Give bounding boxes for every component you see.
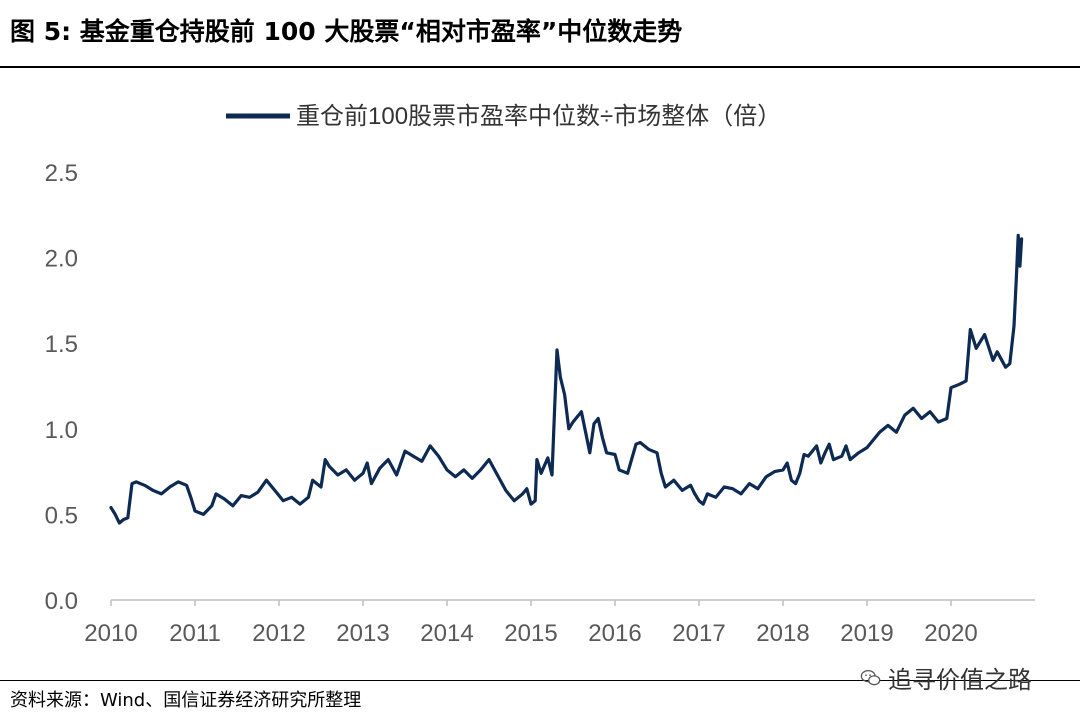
x-tick-label: 2018 xyxy=(756,620,809,647)
footer-divider xyxy=(0,680,1080,681)
legend: 重仓前100股票市盈率中位数÷市场整体（倍） xyxy=(226,103,781,130)
y-ticks: 0.0 0.5 1.0 1.5 2.0 2.5 xyxy=(45,160,78,615)
watermark: 追寻价值之路 xyxy=(860,660,1032,695)
x-tick-label: 2016 xyxy=(588,620,641,647)
chart: 重仓前100股票市盈率中位数÷市场整体（倍） 2010 2011 2012 2013 2… xyxy=(45,103,1035,647)
x-ticks: 2010 2011 2012 2013 2014 2015 2016 2017 2018 2019… xyxy=(84,600,978,647)
x-tick-label: 2017 xyxy=(672,620,725,647)
wechat-icon xyxy=(860,669,881,685)
y-tick-label: 2.0 xyxy=(45,246,78,273)
series-layer xyxy=(109,233,1024,525)
x-tick-label: 2019 xyxy=(840,620,893,647)
x-tick-label: 2010 xyxy=(84,620,137,647)
x-tick-label: 2012 xyxy=(252,620,305,647)
y-tick-label: 0.5 xyxy=(45,502,78,529)
title-divider xyxy=(0,66,1080,68)
figure-title: 图 5: 基金重仓持股前 100 大股票“相对市盈率”中位数走势 xyxy=(10,17,683,46)
x-tick-label: 2013 xyxy=(336,620,389,647)
y-tick-label: 1.0 xyxy=(45,417,78,444)
legend-label: 重仓前100股票市盈率中位数÷市场整体（倍） xyxy=(296,103,781,130)
series-line xyxy=(109,233,1024,525)
y-tick-label: 1.5 xyxy=(45,331,78,358)
x-tick-label: 2011 xyxy=(169,620,221,647)
watermark-text: 追寻价值之路 xyxy=(888,666,1032,694)
x-tick-label: 2014 xyxy=(420,620,473,647)
x-tick-label: 2020 xyxy=(924,620,977,647)
x-tick-label: 2015 xyxy=(504,620,557,647)
y-tick-label: 0.0 xyxy=(45,588,78,615)
y-tick-label: 2.5 xyxy=(45,160,78,187)
source-note: 资料来源：Wind、国信证券经济研究所整理 xyxy=(10,690,362,711)
